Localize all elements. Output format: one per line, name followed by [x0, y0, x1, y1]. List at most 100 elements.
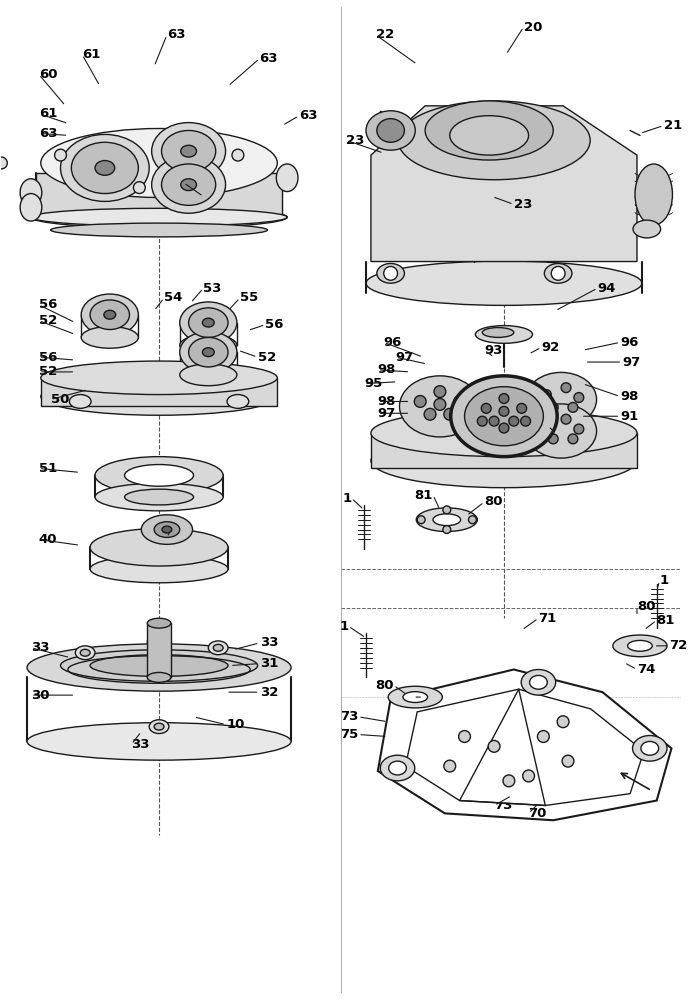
- Text: 92: 92: [542, 341, 560, 354]
- Ellipse shape: [208, 641, 228, 655]
- Ellipse shape: [90, 555, 228, 583]
- Circle shape: [417, 516, 425, 524]
- Text: 63: 63: [299, 109, 317, 122]
- Ellipse shape: [380, 755, 415, 781]
- Ellipse shape: [161, 164, 216, 205]
- Ellipse shape: [161, 130, 216, 172]
- Text: 63: 63: [39, 127, 57, 140]
- Ellipse shape: [613, 635, 667, 657]
- Circle shape: [574, 424, 584, 434]
- Ellipse shape: [41, 128, 277, 197]
- Ellipse shape: [526, 372, 597, 427]
- Ellipse shape: [188, 308, 228, 337]
- Text: 31: 31: [259, 657, 278, 670]
- Ellipse shape: [388, 761, 406, 775]
- Text: 97: 97: [622, 356, 640, 369]
- Ellipse shape: [180, 364, 237, 386]
- Text: 98: 98: [378, 363, 396, 376]
- Circle shape: [434, 386, 446, 398]
- Text: 53: 53: [204, 282, 221, 295]
- Circle shape: [489, 416, 499, 426]
- Ellipse shape: [31, 206, 287, 228]
- Circle shape: [384, 266, 397, 280]
- Ellipse shape: [147, 672, 171, 682]
- Circle shape: [499, 423, 509, 433]
- Text: 1: 1: [660, 574, 669, 587]
- Text: 96: 96: [620, 336, 639, 349]
- Ellipse shape: [149, 720, 169, 734]
- Circle shape: [443, 506, 451, 514]
- Circle shape: [561, 383, 571, 393]
- Text: 91: 91: [620, 410, 638, 423]
- Text: 56: 56: [266, 318, 284, 331]
- Ellipse shape: [227, 395, 248, 408]
- Ellipse shape: [377, 264, 404, 283]
- Text: 55: 55: [240, 291, 258, 304]
- Circle shape: [542, 390, 551, 399]
- Text: 56: 56: [39, 298, 57, 311]
- Ellipse shape: [377, 119, 404, 142]
- Circle shape: [551, 266, 565, 280]
- Ellipse shape: [20, 194, 42, 221]
- Circle shape: [509, 416, 519, 426]
- Circle shape: [444, 408, 455, 420]
- Text: 33: 33: [259, 636, 278, 649]
- Circle shape: [574, 393, 584, 402]
- Text: 63: 63: [259, 52, 278, 65]
- Circle shape: [133, 182, 146, 194]
- Text: 98: 98: [620, 390, 639, 403]
- Ellipse shape: [141, 515, 193, 544]
- Circle shape: [444, 760, 455, 772]
- Circle shape: [499, 394, 509, 403]
- Text: 54: 54: [164, 291, 182, 304]
- Text: 33: 33: [31, 641, 50, 654]
- Text: 62: 62: [204, 190, 221, 203]
- Circle shape: [414, 396, 426, 407]
- Text: 61: 61: [82, 48, 101, 61]
- Text: 56: 56: [39, 351, 57, 364]
- Circle shape: [549, 402, 558, 412]
- Text: 81: 81: [657, 614, 675, 627]
- Circle shape: [489, 740, 500, 752]
- Circle shape: [503, 775, 515, 787]
- Ellipse shape: [147, 618, 171, 628]
- Circle shape: [542, 421, 551, 431]
- Text: 1: 1: [339, 620, 348, 633]
- Ellipse shape: [450, 116, 529, 155]
- Text: 72: 72: [669, 639, 688, 652]
- Text: 81: 81: [395, 691, 413, 704]
- Ellipse shape: [152, 123, 226, 180]
- Polygon shape: [406, 689, 644, 805]
- Ellipse shape: [276, 164, 298, 192]
- Ellipse shape: [213, 644, 223, 651]
- Ellipse shape: [433, 514, 461, 526]
- Polygon shape: [378, 669, 671, 820]
- Ellipse shape: [388, 686, 442, 708]
- Circle shape: [568, 402, 578, 412]
- Ellipse shape: [154, 522, 180, 537]
- Circle shape: [561, 414, 571, 424]
- Ellipse shape: [95, 161, 115, 175]
- Ellipse shape: [526, 404, 597, 458]
- Text: 98: 98: [378, 395, 396, 408]
- Text: 51: 51: [39, 462, 57, 475]
- Ellipse shape: [529, 675, 547, 689]
- Polygon shape: [371, 106, 637, 262]
- Text: 74: 74: [637, 663, 656, 676]
- Ellipse shape: [371, 409, 637, 457]
- Ellipse shape: [27, 723, 291, 760]
- Ellipse shape: [451, 376, 557, 457]
- Text: 21: 21: [664, 119, 682, 132]
- Ellipse shape: [90, 655, 228, 676]
- Ellipse shape: [152, 156, 226, 213]
- Ellipse shape: [95, 457, 223, 494]
- Text: 52: 52: [39, 314, 57, 327]
- Text: 40: 40: [39, 533, 57, 546]
- Polygon shape: [41, 378, 277, 406]
- Circle shape: [521, 416, 531, 426]
- Polygon shape: [371, 433, 637, 468]
- Circle shape: [557, 716, 569, 728]
- Circle shape: [477, 416, 487, 426]
- Text: 81: 81: [415, 489, 433, 502]
- Ellipse shape: [125, 489, 194, 505]
